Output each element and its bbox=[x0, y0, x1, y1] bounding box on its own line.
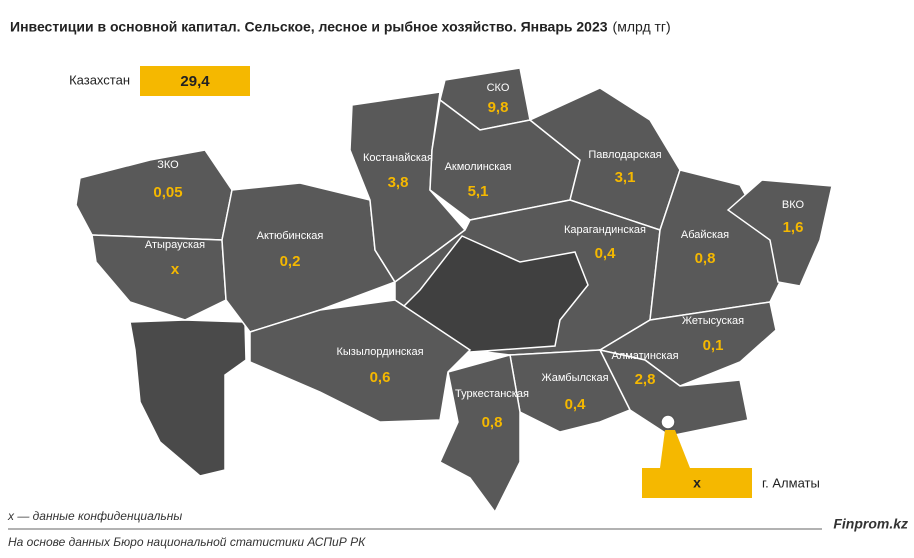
region bbox=[380, 235, 589, 353]
region-value: 3,1 bbox=[615, 169, 636, 186]
region-name: ЗКО bbox=[157, 159, 179, 171]
brand: Finprom.kz bbox=[833, 516, 908, 532]
region-name: Акмолинская bbox=[445, 161, 512, 173]
region-value: 0,8 bbox=[695, 250, 716, 267]
region-name: СКО bbox=[487, 82, 510, 94]
region-value: 3,8 bbox=[388, 174, 409, 191]
city-marker bbox=[660, 414, 676, 430]
region-name: Абайская bbox=[681, 229, 729, 241]
region-value: 9,8 bbox=[488, 99, 509, 116]
region bbox=[726, 179, 833, 287]
region-value: 0,1 bbox=[703, 337, 724, 354]
region-value: 0,4 bbox=[595, 245, 617, 262]
region-name: Карагандинская bbox=[564, 224, 646, 236]
region-name: Павлодарская bbox=[588, 149, 661, 161]
map bbox=[75, 67, 833, 514]
region-name: Алматинская bbox=[611, 350, 678, 362]
city-name: г. Алматы bbox=[762, 475, 820, 490]
region-value: x bbox=[171, 261, 180, 278]
region-value: 0,2 bbox=[280, 253, 301, 270]
region-name: Костанайская bbox=[363, 152, 433, 164]
footnote: x — данные конфиденциальны bbox=[7, 509, 182, 523]
region-value: 5,1 bbox=[468, 183, 489, 200]
unit: (млрд тг) bbox=[613, 19, 671, 35]
region-value: 1,6 bbox=[783, 219, 804, 236]
region bbox=[249, 299, 472, 423]
region-name: Жетысуская bbox=[682, 315, 744, 327]
city-box bbox=[642, 468, 752, 498]
total-box bbox=[140, 66, 250, 96]
region-name: Кызылординская bbox=[336, 346, 423, 358]
total-value: 29,4 bbox=[180, 73, 210, 90]
region-name: Атырауская bbox=[145, 239, 205, 251]
region bbox=[129, 319, 247, 477]
region-value: 0,4 bbox=[565, 396, 587, 413]
source: На основе данных Бюро национальной стати… bbox=[8, 535, 366, 549]
region bbox=[439, 354, 521, 514]
region bbox=[221, 182, 397, 333]
region-value: 0,6 bbox=[370, 369, 391, 386]
total-label: Казахстан bbox=[69, 72, 130, 87]
region-value: 2,8 bbox=[635, 371, 656, 388]
city-value: x bbox=[693, 475, 701, 491]
region bbox=[598, 348, 749, 437]
region-value: 0,8 bbox=[482, 414, 503, 431]
region-name: ВКО bbox=[782, 199, 805, 211]
region-value: 0,05 bbox=[153, 184, 182, 201]
region-name: Жамбылская bbox=[541, 372, 608, 384]
labels: ЗКО 0,05 Атырауская x Актюбинская 0,2 Ко… bbox=[145, 82, 805, 431]
title: Инвестиции в основной капитал. Сельское,… bbox=[10, 19, 608, 35]
region-name: Актюбинская bbox=[257, 230, 324, 242]
city-callout bbox=[660, 430, 690, 468]
region-name: Туркестанская bbox=[455, 388, 529, 400]
